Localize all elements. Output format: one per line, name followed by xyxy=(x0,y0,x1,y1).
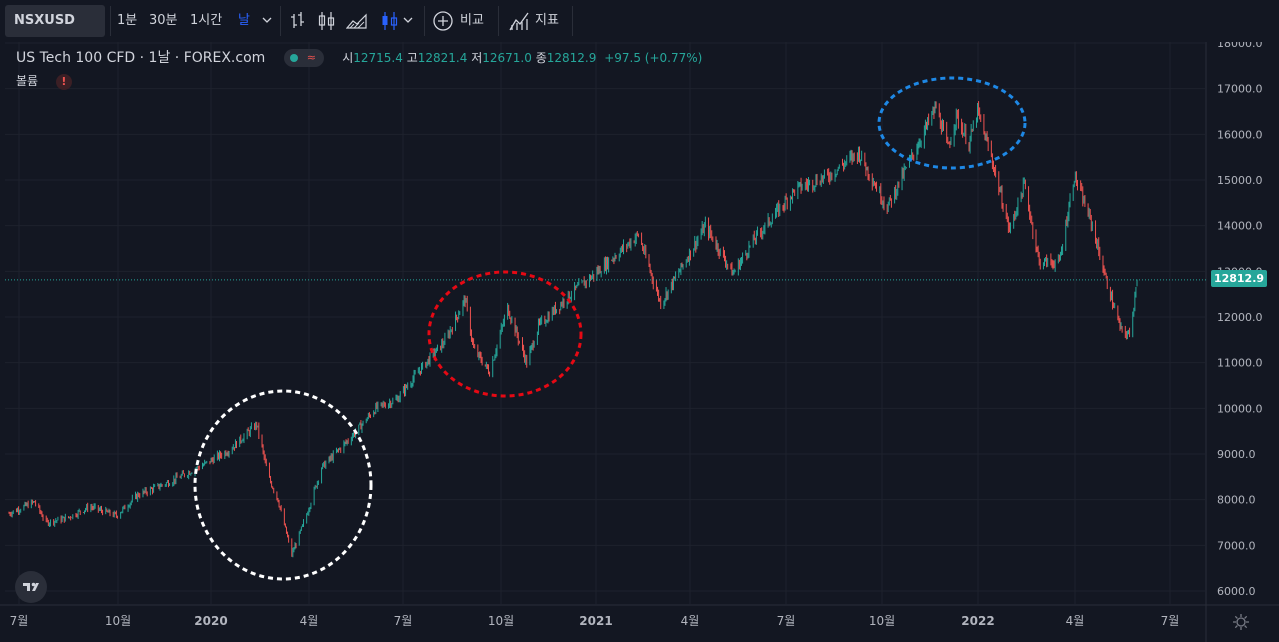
symbol-search-button[interactable]: NSXUSD xyxy=(5,5,105,37)
toolbar-divider xyxy=(424,6,425,36)
annotation-red-ellipse xyxy=(427,270,583,398)
candle-chart-type-icon[interactable] xyxy=(317,8,337,34)
bar-chart-type-icon[interactable] xyxy=(289,8,307,34)
time-tick-label: 2021 xyxy=(579,614,612,628)
time-tick-label: 4월 xyxy=(1066,614,1085,628)
price-tick-label: 17000.0 xyxy=(1217,83,1263,96)
interval-dropdown-chevron-icon[interactable] xyxy=(262,8,272,34)
time-tick-label: 7월 xyxy=(777,614,796,628)
tradingview-logo-icon[interactable] xyxy=(15,571,47,603)
compare-plus-icon[interactable] xyxy=(432,8,454,34)
toolbar-divider xyxy=(498,6,499,36)
legend-source: FOREX.com xyxy=(183,50,266,66)
last-price-axis-label: 12812.9 xyxy=(1211,270,1267,287)
price-tick-label: 16000.0 xyxy=(1217,128,1263,141)
price-tick-label: 12000.0 xyxy=(1217,311,1263,324)
time-tick-label: 7월 xyxy=(10,614,29,628)
annotation-white-circle xyxy=(193,389,373,581)
axis-settings-gear-icon[interactable] xyxy=(1232,613,1250,631)
legend-interval: 1날 xyxy=(148,50,171,66)
time-tick-label: 4월 xyxy=(300,614,319,628)
price-tick-label: 9000.0 xyxy=(1217,448,1256,461)
legend-visibility-toggle[interactable]: ≈ xyxy=(283,49,324,67)
top-toolbar: NSXUSD 1분 30분 1시간 날 비교 xyxy=(0,0,1279,43)
chart-type-dropdown-chevron-icon[interactable] xyxy=(403,8,413,34)
price-tick-label: 14000.0 xyxy=(1217,220,1263,233)
toolbar-divider xyxy=(572,6,573,36)
interval-30m-button[interactable]: 30분 xyxy=(149,13,178,28)
open-value: 12715.4 xyxy=(353,51,403,65)
compare-button[interactable]: 비교 xyxy=(460,13,484,28)
time-tick-label: 2022 xyxy=(961,614,994,628)
toolbar-divider xyxy=(280,6,281,36)
legend-title: US Tech 100 CFD xyxy=(16,50,136,66)
legend-settings-icon: ≈ xyxy=(306,51,316,64)
interval-1m-button[interactable]: 1분 xyxy=(117,13,138,28)
price-tick-label: 7000.0 xyxy=(1217,539,1256,552)
time-tick-label: 4월 xyxy=(681,614,700,628)
time-tick-label: 10월 xyxy=(488,614,514,628)
interval-day-button[interactable]: 날 xyxy=(238,13,250,28)
price-tick-label: 11000.0 xyxy=(1217,357,1263,370)
area-chart-type-icon[interactable] xyxy=(346,8,368,34)
interval-1h-button[interactable]: 1시간 xyxy=(190,13,223,28)
change-value: +97.5 (+0.77%) xyxy=(604,51,703,65)
legend-dot-icon xyxy=(289,54,298,62)
open-label: 시 xyxy=(342,51,354,65)
low-label: 저 xyxy=(471,51,483,65)
price-tick-label: 8000.0 xyxy=(1217,494,1256,507)
chart-background xyxy=(0,42,1279,642)
price-tick-label: 6000.0 xyxy=(1217,585,1256,598)
high-label: 고 xyxy=(406,51,418,65)
hollow-candle-chart-type-icon[interactable] xyxy=(380,8,400,34)
time-tick-label: 7월 xyxy=(394,614,413,628)
volume-legend: 볼륨 ! xyxy=(16,72,72,90)
price-tick-label: 15000.0 xyxy=(1217,174,1263,187)
low-value: 12671.0 xyxy=(482,51,532,65)
series-legend: US Tech 100 CFD · 1날 · FOREX.com ≈ 시1271… xyxy=(16,49,703,67)
close-label: 종 xyxy=(535,51,547,65)
indicators-icon[interactable] xyxy=(508,8,530,34)
close-value: 12812.9 xyxy=(546,51,597,65)
time-tick-label: 10월 xyxy=(869,614,895,628)
time-tick-label: 7월 xyxy=(1161,614,1180,628)
time-tick-label: 2020 xyxy=(194,614,227,628)
indicators-button[interactable]: 지표 xyxy=(535,13,559,28)
toolbar-divider xyxy=(110,6,111,36)
price-tick-label: 18000.0 xyxy=(1217,42,1263,50)
annotation-blue-ellipse xyxy=(877,76,1027,170)
time-tick-label: 10월 xyxy=(105,614,131,628)
price-tick-label: 10000.0 xyxy=(1217,402,1263,415)
volume-warning-icon[interactable]: ! xyxy=(55,74,72,90)
volume-label: 볼륨 xyxy=(16,74,39,88)
high-value: 12821.4 xyxy=(417,51,468,65)
price-chart[interactable]: 6000.0 7000.0 8000.0 9000.0 10000.0 11000.0 12… xyxy=(0,42,1279,642)
